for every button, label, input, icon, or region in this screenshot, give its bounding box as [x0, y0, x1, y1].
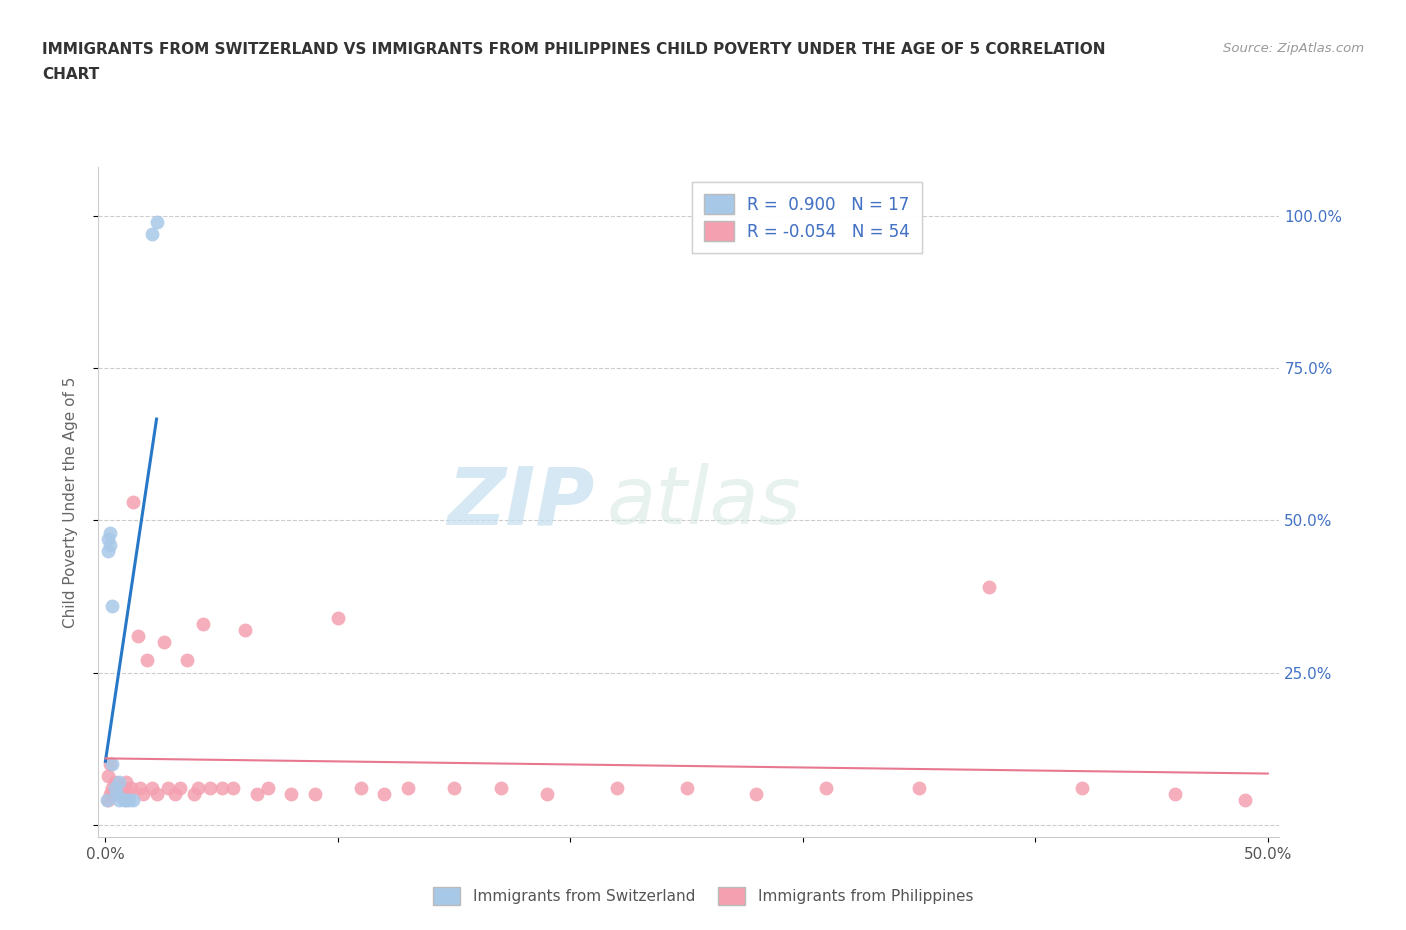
Point [111, 787, 134, 802]
Point [104, 775, 127, 790]
Point [112, 781, 135, 796]
Text: atlas: atlas [606, 463, 801, 541]
Point [489, 781, 512, 796]
Point [245, 787, 267, 802]
Text: IMMIGRANTS FROM SWITZERLAND VS IMMIGRANTS FROM PHILIPPINES CHILD POVERTY UNDER T: IMMIGRANTS FROM SWITZERLAND VS IMMIGRANT… [42, 42, 1105, 57]
Point [96, 793, 118, 808]
Point [222, 781, 245, 796]
Point [115, 775, 138, 790]
Point [536, 787, 558, 802]
Point [152, 635, 174, 650]
Point [97, 769, 120, 784]
Point [101, 787, 124, 802]
Point [141, 781, 163, 796]
Point [105, 781, 128, 796]
Point [98, 787, 121, 802]
Point [169, 781, 191, 796]
Point [191, 617, 214, 631]
Point [127, 629, 149, 644]
Text: CHART: CHART [42, 67, 100, 82]
Point [350, 781, 373, 796]
Point [117, 787, 139, 802]
Point [104, 781, 127, 796]
Y-axis label: Child Poverty Under the Age of 5: Child Poverty Under the Age of 5 [63, 377, 77, 628]
Legend: Immigrants from Switzerland, Immigrants from Philippines: Immigrants from Switzerland, Immigrants … [425, 879, 981, 913]
Point [112, 793, 135, 808]
Text: Source: ZipAtlas.com: Source: ZipAtlas.com [1223, 42, 1364, 55]
Point [115, 793, 138, 808]
Point [745, 787, 768, 802]
Point [104, 787, 127, 802]
Point [145, 215, 167, 230]
Point [304, 787, 326, 802]
Point [129, 781, 152, 796]
Point [1070, 781, 1092, 796]
Point [108, 781, 131, 796]
Point [165, 787, 187, 802]
Point [176, 653, 198, 668]
Point [122, 793, 145, 808]
Point [122, 495, 145, 510]
Point [97, 543, 120, 558]
Point [98, 538, 121, 552]
Legend: R =  0.900   N = 17, R = -0.054   N = 54: R = 0.900 N = 17, R = -0.054 N = 54 [692, 182, 922, 253]
Point [108, 793, 131, 808]
Point [131, 787, 153, 802]
Point [101, 781, 124, 796]
Point [1164, 787, 1187, 802]
Point [198, 781, 221, 796]
Point [97, 793, 120, 808]
Point [98, 756, 121, 771]
Point [257, 781, 280, 796]
Point [136, 653, 159, 668]
Point [396, 781, 419, 796]
Point [326, 610, 349, 625]
Point [1233, 793, 1256, 808]
Point [101, 598, 124, 613]
Point [815, 781, 838, 796]
Point [675, 781, 697, 796]
Point [145, 787, 167, 802]
Point [97, 531, 120, 546]
Point [977, 580, 1000, 595]
Point [187, 781, 209, 796]
Point [211, 781, 233, 796]
Point [183, 787, 205, 802]
Point [141, 227, 163, 242]
Point [120, 781, 142, 796]
Point [373, 787, 395, 802]
Point [908, 781, 931, 796]
Point [157, 781, 180, 796]
Point [280, 787, 302, 802]
Text: ZIP: ZIP [447, 463, 595, 541]
Point [606, 781, 628, 796]
Point [443, 781, 465, 796]
Point [105, 787, 128, 802]
Point [233, 622, 256, 637]
Point [101, 756, 124, 771]
Point [117, 793, 139, 808]
Point [98, 525, 121, 540]
Point [108, 775, 131, 790]
